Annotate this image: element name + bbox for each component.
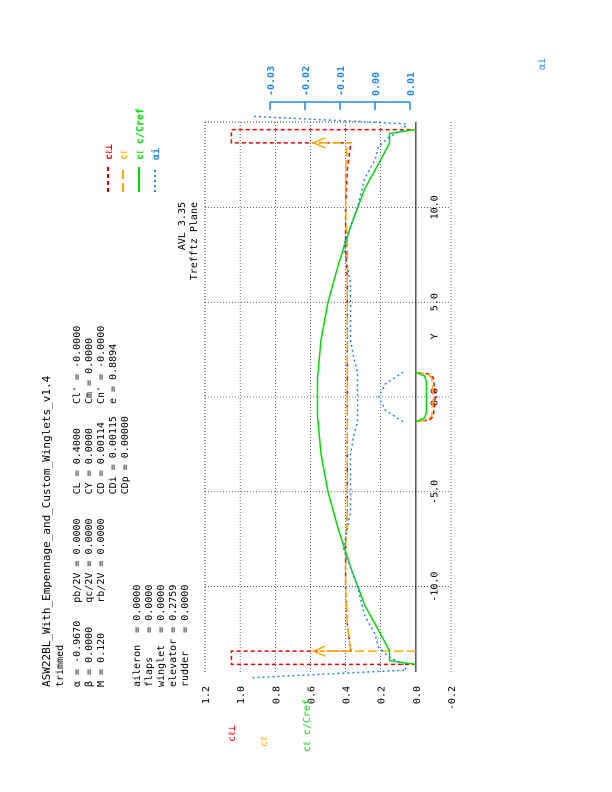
case-subtitle: trimmed xyxy=(55,645,66,687)
x-tick-label: -5.0 xyxy=(429,480,440,504)
params-line: β = 0.0000 qc/2V = 0.0000 CY = 0.0000 Cm… xyxy=(84,338,95,687)
program-label: AVL 3.35 xyxy=(177,202,188,250)
series-tail_red xyxy=(415,371,436,423)
alpha-tick-label: -0.02 xyxy=(301,66,312,96)
series-tail_green xyxy=(415,371,428,423)
control-line: aileron = 0.0000 xyxy=(132,585,143,687)
plane-label: Trefftz Plane xyxy=(189,202,200,280)
control-line: flaps = 0.0000 xyxy=(144,585,155,687)
alpha-tick-label: 0.00 xyxy=(371,72,382,96)
series-alpha_i xyxy=(252,115,408,679)
ylabel-cl-cref: cℓ c/Cref xyxy=(302,699,313,752)
series-tail_orange xyxy=(415,371,435,423)
params-line: α = -0.9670 pb/2V = 0.0000 CL = 0.4000 C… xyxy=(72,326,83,687)
y-tick-label: 0.2 xyxy=(377,686,388,704)
legend-label-cl-perp: cℓ⊥ xyxy=(104,144,115,160)
plot-axes: -10.0-5.00.05.010.0-0.20.00.20.40.60.81.… xyxy=(201,66,458,710)
y-tick-label: 1.0 xyxy=(236,686,247,704)
x-axis-label: Y xyxy=(429,333,440,339)
y-tick-label: 0.4 xyxy=(342,686,353,704)
x-tick-label: -10.0 xyxy=(429,572,440,602)
x-tick-label: 5.0 xyxy=(429,293,440,311)
case-title: ASW22BL_With_Empennage_and_Custom_Wingle… xyxy=(40,375,53,687)
control-line: elevator = 0.2759 xyxy=(168,585,179,687)
control-line: rudder = 0.0000 xyxy=(180,585,191,687)
control-line: winglet = 0.0000 xyxy=(156,585,167,687)
ylabel-cl-perp: cℓ⊥ xyxy=(227,725,238,742)
y-tick-label: 0.6 xyxy=(306,686,317,704)
alpha-tick-label: -0.01 xyxy=(336,66,347,96)
alpha-tick-label: -0.03 xyxy=(266,66,277,96)
y-tick-label: 1.2 xyxy=(201,686,212,704)
series-cl_cref xyxy=(316,128,417,666)
ylabel-cl: cℓ xyxy=(259,736,270,747)
legend-label-cl: cℓ xyxy=(119,150,130,160)
legend-label-cl-cref: cℓ c/Cref xyxy=(135,108,146,160)
x-tick-label: 10.0 xyxy=(429,195,440,219)
y-tick-label: -0.2 xyxy=(447,686,458,710)
legend-label-alpha-i: αi xyxy=(150,148,162,160)
params-line: CDp = 0.00000 xyxy=(120,416,131,687)
cl-tip-marker xyxy=(311,137,326,149)
series-alpha_tail xyxy=(377,371,404,423)
alpha-tick-label: 0.01 xyxy=(406,72,417,96)
plot-curves xyxy=(230,115,436,679)
params-line: CDi = 0.00115 e = 0.8894 xyxy=(108,344,119,687)
params-line: M = 0.120 rb/2V = 0.0000 CD = 0.00114 Cn… xyxy=(96,326,107,687)
y-tick-label: 0.0 xyxy=(412,686,423,704)
alpha-axis-label: αi xyxy=(537,58,548,70)
series-cl xyxy=(319,142,416,652)
y-tick-label: 0.8 xyxy=(271,686,282,704)
plot-grid xyxy=(204,121,452,672)
cl-tip-marker xyxy=(311,645,326,657)
legend: cℓ⊥ cℓ cℓ c/Cref αi xyxy=(104,108,162,192)
